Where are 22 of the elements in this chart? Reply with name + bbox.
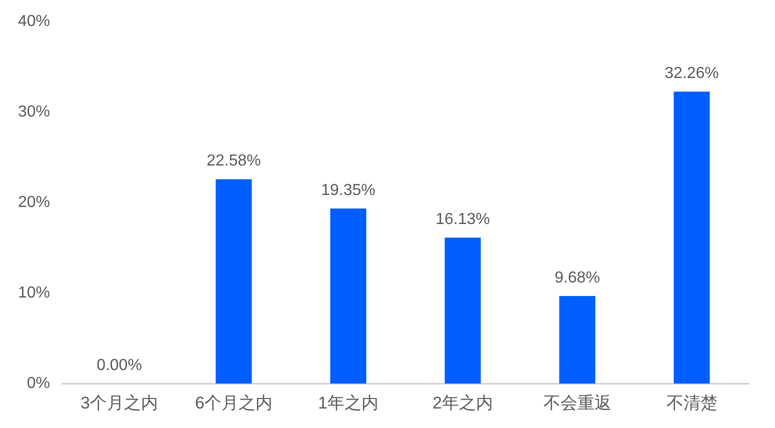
- data-label: 22.58%: [206, 152, 261, 170]
- x-tick-label: 3个月之内: [80, 393, 158, 412]
- bar: [674, 92, 710, 384]
- bar: [444, 238, 481, 384]
- bar: [559, 296, 596, 384]
- data-label: 0.00%: [96, 357, 142, 374]
- data-label: 19.35%: [321, 182, 376, 199]
- bar: [216, 179, 252, 384]
- x-tick-label: 1年之内: [318, 393, 378, 412]
- x-tick-label: 6个月之内: [195, 393, 272, 412]
- x-tick-label: 不清楚: [666, 393, 718, 412]
- bar: [330, 208, 366, 384]
- data-label: 16.13%: [436, 211, 490, 228]
- y-tick-label: 10%: [18, 284, 50, 302]
- y-tick-label: 20%: [18, 194, 50, 212]
- y-tick-label: 40%: [18, 13, 50, 30]
- y-tick-label: 30%: [18, 104, 50, 121]
- x-tick-label: 2年之内: [432, 393, 493, 412]
- data-label: 9.68%: [554, 269, 600, 286]
- data-label: 32.26%: [664, 65, 719, 82]
- x-tick-label: 不会重返: [543, 393, 612, 412]
- y-tick-label: 0%: [26, 375, 50, 392]
